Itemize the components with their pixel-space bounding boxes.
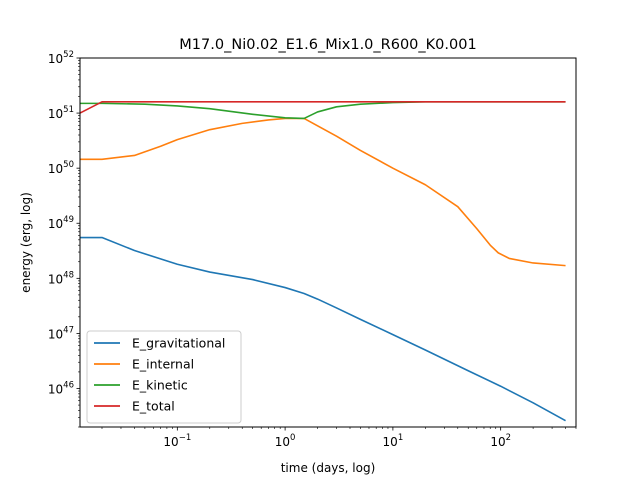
series-line-e-gravitational bbox=[80, 236, 566, 422]
legend-label: E_internal bbox=[132, 357, 194, 372]
y-axis-ticks: 1046 1047 1048 1049 1050 1051 1052 bbox=[48, 50, 80, 428]
y-tick-label: 1046 bbox=[48, 380, 74, 396]
chart-title: M17.0_Ni0.02_E1.6_Mix1.0_R600_K0.001 bbox=[179, 37, 476, 53]
x-tick-label: 102 bbox=[490, 433, 511, 449]
plot-lines bbox=[79, 101, 566, 422]
plot-frame bbox=[79, 57, 577, 428]
legend-label: E_kinetic bbox=[132, 378, 188, 393]
y-tick-label: 1048 bbox=[48, 270, 74, 286]
x-tick-label: 101 bbox=[383, 433, 404, 449]
legend-label: E_total bbox=[132, 399, 175, 414]
x-tick-label: 10−1 bbox=[163, 433, 191, 449]
legend: E_gravitational E_internal E_kinetic E_tota… bbox=[86, 330, 242, 424]
legend-label: E_gravitational bbox=[132, 336, 225, 351]
y-tick-label: 1047 bbox=[48, 325, 74, 341]
y-tick-label: 1049 bbox=[48, 215, 74, 231]
x-tick-label: 100 bbox=[275, 433, 296, 449]
series-line-e-internal bbox=[80, 117, 566, 267]
y-tick-label: 1051 bbox=[48, 105, 74, 121]
y-axis-label: energy (erg, log) bbox=[19, 192, 33, 293]
series-line-e-total bbox=[79, 101, 566, 114]
legend-box bbox=[86, 330, 242, 424]
x-axis-label: time (days, log) bbox=[281, 461, 376, 475]
y-tick-label: 1052 bbox=[48, 50, 74, 66]
y-tick-label: 1050 bbox=[48, 160, 74, 176]
x-axis-ticks: 10−1 100 101 102 bbox=[101, 427, 577, 449]
